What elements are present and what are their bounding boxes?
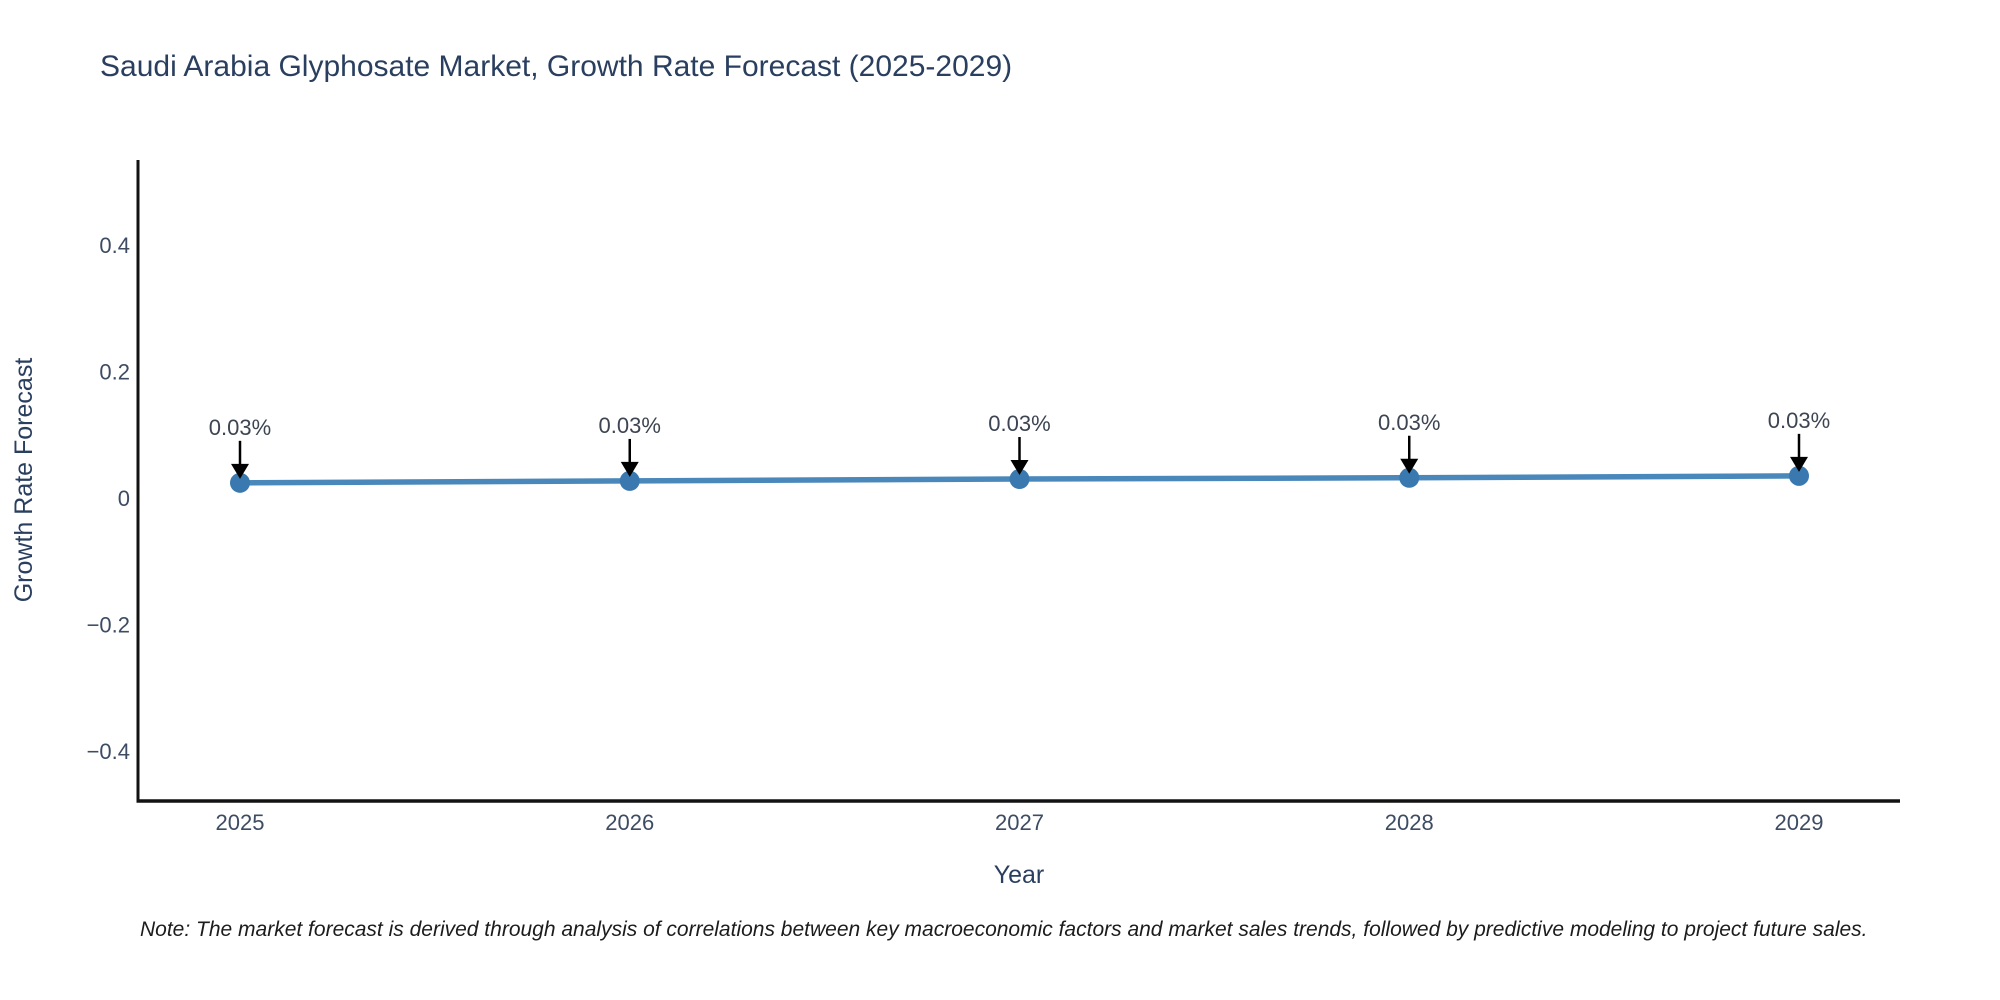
arrow-head [620, 461, 639, 477]
y-tick-label: −0.2 [87, 613, 130, 638]
data-point-marker [1009, 469, 1030, 490]
x-axis-title: Year [994, 861, 1045, 889]
tick-labels: 0.4 0.2 0 −0.2 −0.4 2025 2026 2027 2028 2029 [87, 233, 1824, 835]
annotation-labels: 0.03% 0.03% 0.03% 0.03% 0.03% [209, 408, 1830, 440]
x-tick-label: 2026 [605, 810, 654, 835]
x-tick-label: 2028 [1385, 810, 1434, 835]
point-value-label: 0.03% [209, 415, 271, 440]
data-point-marker [619, 470, 640, 491]
data-points [230, 465, 1809, 493]
arrow-head [1010, 460, 1029, 476]
y-tick-label: 0 [118, 486, 130, 511]
axes-spines [136, 160, 1900, 803]
x-tick-label: 2027 [995, 810, 1044, 835]
x-tick-label: 2029 [1775, 810, 1824, 835]
y-axis-title: Growth Rate Forecast [10, 358, 38, 603]
point-value-label: 0.03% [1768, 408, 1830, 433]
point-value-label: 0.03% [599, 413, 661, 438]
y-tick-label: −0.4 [87, 739, 130, 764]
axis-titles: Year Growth Rate Forecast [10, 358, 1044, 889]
arrow-head [1400, 458, 1419, 474]
arrow-head [231, 463, 249, 479]
footnote: Note: The market forecast is derived thr… [140, 918, 1868, 941]
data-point-marker [1399, 467, 1420, 488]
x-tick-label: 2025 [216, 810, 265, 835]
y-tick-label: 0.4 [99, 233, 130, 258]
data-point-marker [1789, 465, 1809, 486]
annotation-arrows [231, 433, 1808, 479]
data-point-marker [230, 472, 250, 493]
point-value-label: 0.03% [988, 411, 1050, 436]
y-tick-label: 0.2 [99, 360, 130, 385]
arrow-head [1790, 456, 1808, 472]
point-value-label: 0.03% [1378, 410, 1440, 435]
chart-title: Saudi Arabia Glyphosate Market, Growth R… [100, 50, 1013, 83]
